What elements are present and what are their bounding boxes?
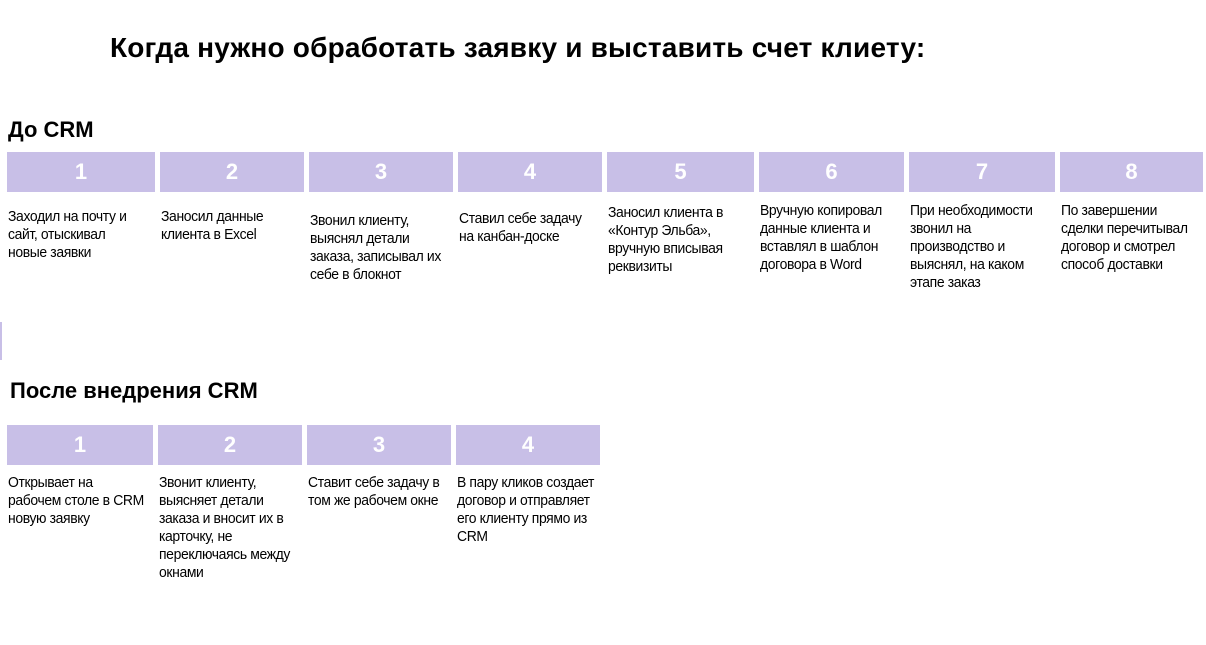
before-heading: До CRM	[8, 117, 94, 142]
step-description: Звонит клиенту, выясняет детали заказа и…	[159, 474, 291, 581]
step-number-box: 4	[456, 425, 600, 465]
step-description: Вручную копировал данные клиента и встав…	[760, 202, 882, 273]
step-number-box: 6	[759, 152, 904, 192]
step-description: При необходимости звонил на производство…	[910, 202, 1033, 291]
step-number-box: 2	[160, 152, 304, 192]
step-number-box: 2	[158, 425, 302, 465]
divider-mark	[0, 322, 2, 360]
step-number-box: 3	[309, 152, 453, 192]
step-description: Открывает на рабочем столе в CRM новую з…	[8, 474, 144, 527]
step-number-box: 4	[458, 152, 602, 192]
step-description: Заносил данные клиента в Excel	[161, 208, 264, 243]
step-description: В пару кликов создает договор и отправля…	[457, 474, 595, 545]
step-description: Заносил клиента в «Контур Эльба», вручну…	[608, 204, 724, 275]
after-heading: После внедрения CRM	[10, 378, 258, 403]
step-number-box: 1	[7, 425, 153, 465]
step-description: Звонил клиенту, выяснял детали заказа, з…	[310, 212, 441, 283]
step-description: Ставит себе задачу в том же рабочем окне	[308, 474, 440, 509]
step-description: По завершении сделки перечитывал договор…	[1061, 202, 1188, 273]
page-title: Когда нужно обработать заявку и выставит…	[110, 32, 926, 63]
step-number-box: 7	[909, 152, 1055, 192]
step-description: Заходил на почту и сайт, отыскивал новые…	[8, 208, 127, 261]
step-number-box: 8	[1060, 152, 1203, 192]
step-number-box: 5	[607, 152, 754, 192]
step-description: Ставил себе задачу на канбан-доске	[459, 210, 582, 245]
step-number-box: 3	[307, 425, 451, 465]
step-number-box: 1	[7, 152, 155, 192]
